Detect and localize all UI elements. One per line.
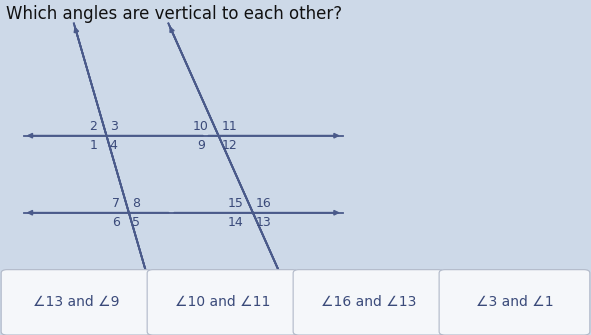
Text: 4: 4 (110, 139, 118, 151)
Text: 7: 7 (112, 197, 120, 210)
Text: 12: 12 (221, 139, 237, 151)
Text: 5: 5 (132, 216, 140, 228)
FancyBboxPatch shape (1, 270, 152, 335)
Text: 3: 3 (110, 120, 118, 133)
Text: 1: 1 (90, 139, 98, 151)
Text: ∠3 and ∠1: ∠3 and ∠1 (476, 295, 553, 309)
Text: ∠10 and ∠11: ∠10 and ∠11 (175, 295, 270, 309)
Text: 2: 2 (90, 120, 98, 133)
Text: 9: 9 (197, 139, 204, 151)
Text: ∠13 and ∠9: ∠13 and ∠9 (33, 295, 120, 309)
Text: 8: 8 (132, 197, 140, 210)
FancyBboxPatch shape (439, 270, 590, 335)
Text: ∠16 and ∠13: ∠16 and ∠13 (321, 295, 416, 309)
Text: 6: 6 (112, 216, 120, 228)
Text: 15: 15 (227, 197, 243, 210)
Text: 16: 16 (256, 197, 271, 210)
Text: 10: 10 (193, 120, 209, 133)
FancyBboxPatch shape (293, 270, 444, 335)
Text: 11: 11 (221, 120, 237, 133)
FancyBboxPatch shape (147, 270, 298, 335)
Text: 14: 14 (228, 216, 243, 228)
Text: 13: 13 (256, 216, 271, 228)
Text: Which angles are vertical to each other?: Which angles are vertical to each other? (6, 5, 342, 23)
